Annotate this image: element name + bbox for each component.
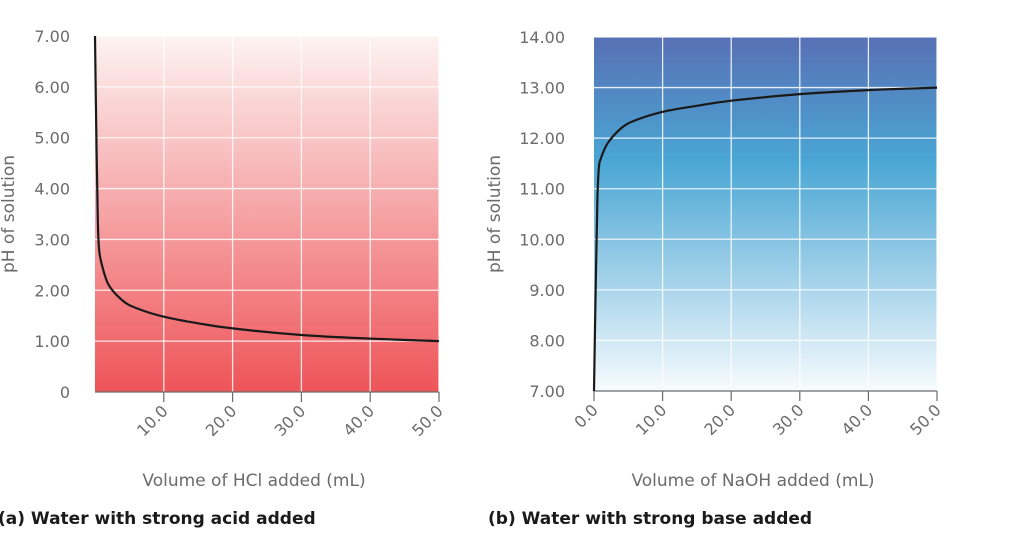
x-axis-label-a: Volume of HCl added (mL)	[142, 471, 365, 491]
x-tick-label: 50.0	[408, 401, 447, 440]
chart-panel-a: 0 1.00 2.00 3.00 4.00 5.00 6.00 7.00 10.0 20.0 30…	[0, 27, 447, 529]
y-axis-label-b: pH of solution	[485, 155, 505, 273]
x-tick-label: 30.0	[271, 401, 310, 440]
x-tick-label: 20.0	[202, 401, 241, 440]
x-ticks-a: 10.0 20.0 30.0 40.0 50.0	[133, 392, 447, 440]
y-ticks-b: 7.00 8.00 9.00 10.00 11.00 12.00 13.00 14.00	[519, 28, 565, 401]
y-tick-label: 9.00	[529, 281, 565, 300]
x-tick-label: 0.0	[570, 400, 601, 431]
y-tick-label: 11.00	[519, 180, 565, 199]
y-axis-label-a: pH of solution	[0, 155, 19, 273]
x-tick-label: 30.0	[769, 400, 808, 439]
x-tick-label: 10.0	[632, 400, 671, 439]
y-tick-label: 6.00	[34, 78, 70, 97]
x-tick-label: 20.0	[700, 400, 739, 439]
y-tick-label: 13.00	[519, 79, 565, 98]
y-tick-label: 5.00	[34, 129, 70, 148]
y-tick-label: 8.00	[529, 331, 565, 350]
y-tick-label: 2.00	[34, 281, 70, 300]
y-tick-label: 1.00	[34, 332, 70, 351]
caption-b: (b) Water with strong base added	[488, 509, 812, 529]
chart-panel-b: 7.00 8.00 9.00 10.00 11.00 12.00 13.00 14.00 0.…	[485, 28, 945, 529]
grid-b	[594, 36, 938, 391]
y-tick-label: 12.00	[519, 129, 565, 148]
caption-a: (a) Water with strong acid added	[0, 509, 316, 529]
y-tick-label: 4.00	[34, 180, 70, 199]
grid-a	[95, 35, 440, 392]
x-tick-label: 50.0	[906, 400, 945, 439]
ph-curve-base	[592, 86, 938, 392]
x-tick-label: 10.0	[133, 401, 172, 440]
ph-curve-acid	[93, 35, 440, 343]
y-tick-label: 7.00	[529, 382, 565, 401]
y-tick-label: 7.00	[34, 27, 70, 46]
y-tick-label: 10.00	[519, 230, 565, 249]
y-tick-label: 3.00	[34, 230, 70, 249]
plot-background-b	[594, 37, 937, 391]
y-ticks-a: 0 1.00 2.00 3.00 4.00 5.00 6.00 7.00	[34, 27, 70, 402]
x-tick-label: 40.0	[838, 400, 877, 439]
y-tick-label: 14.00	[519, 28, 565, 47]
x-tick-label: 40.0	[339, 401, 378, 440]
x-axis-label-b: Volume of NaOH added (mL)	[631, 471, 874, 491]
y-tick-label: 0	[60, 383, 70, 402]
x-ticks-b: 0.0 10.0 20.0 30.0 40.0 50.0	[570, 391, 945, 439]
